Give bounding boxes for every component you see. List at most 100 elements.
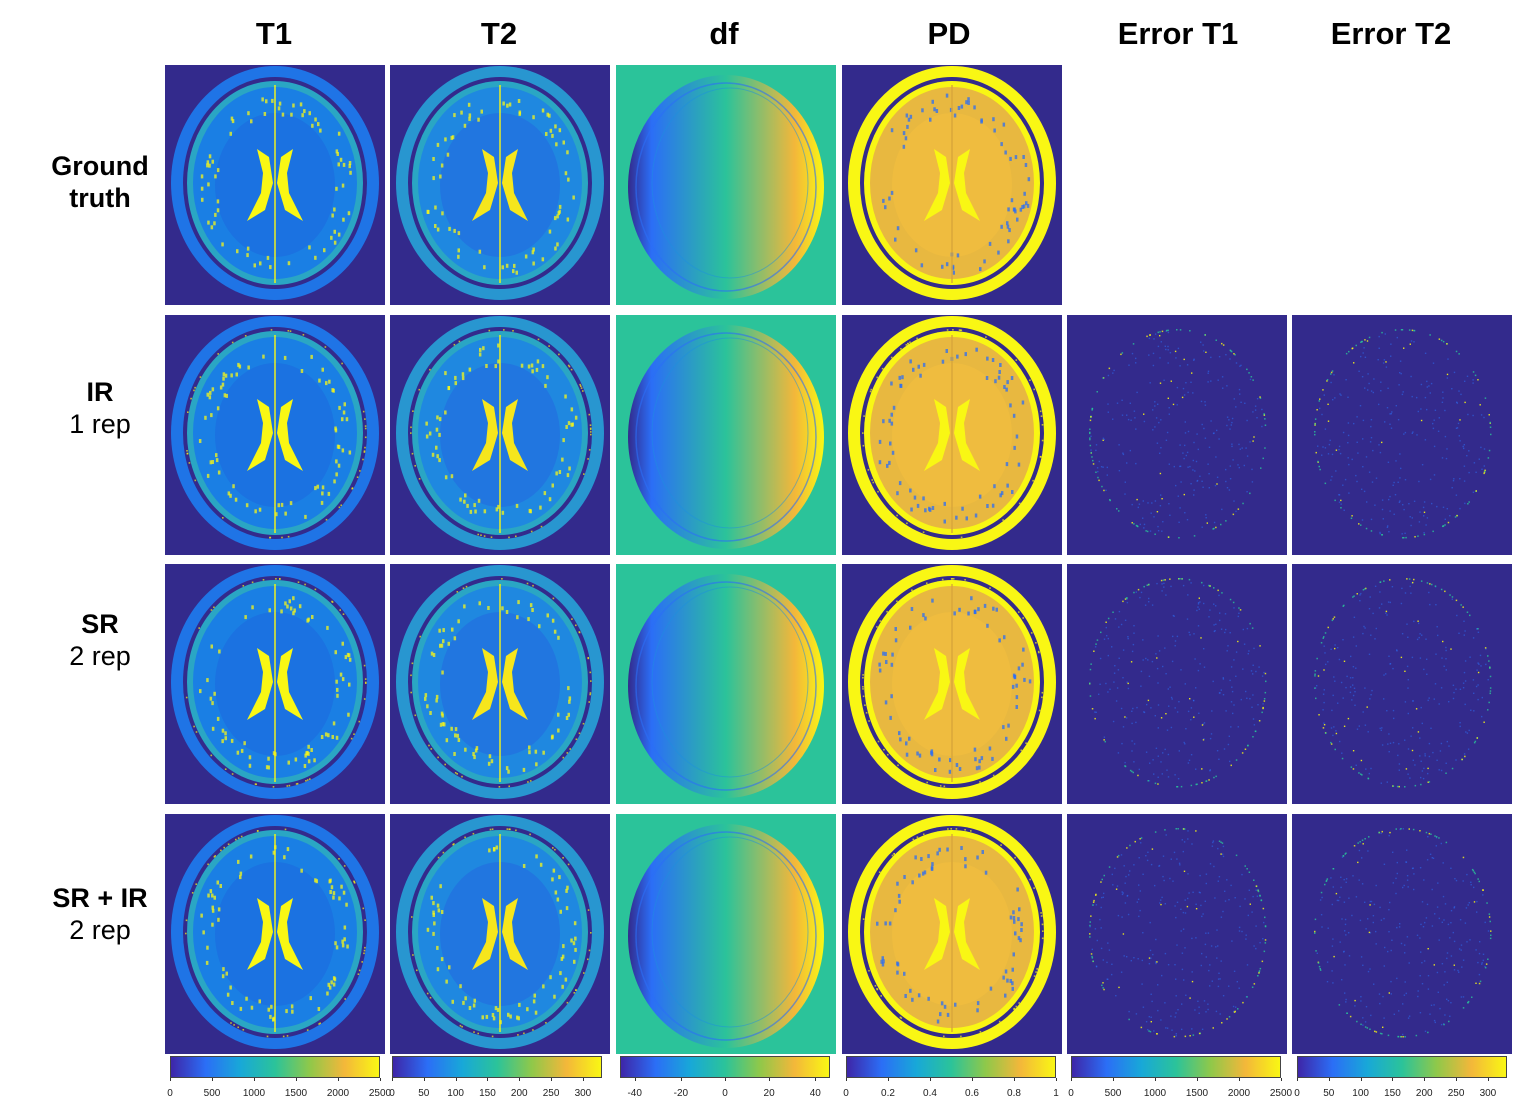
colorbar-tick [815,1078,817,1081]
colorbar-tick [680,1078,682,1081]
panel-srir-error-t2 [1292,814,1512,1054]
panel-ground-truth-df [616,65,836,305]
colorbar-t1 [170,1056,381,1082]
colorbar-tick [846,1078,847,1081]
colorbar-tick [1155,1078,1156,1081]
colorbar-tick-label: 20 [763,1088,775,1099]
panel-ir-t1 [165,315,385,555]
panel-ir-df [616,315,836,555]
col-header-error-t2: Error T2 [1330,16,1452,51]
row-label-sr-method: SR [81,609,119,639]
colorbar-tick-label: 2000 [326,1088,350,1099]
panel-srir-pd [842,814,1062,1054]
colorbar-tick [725,1078,726,1081]
colorbar-tick-label: 2500 [1269,1088,1293,1099]
colorbar-tick [1297,1078,1298,1081]
col-header-df: df [709,16,739,51]
panel-ir-pd [842,315,1062,555]
colorbar-tick-label: 0 [167,1088,173,1099]
colorbar-tick [487,1078,489,1081]
colorbar-tick [1239,1078,1240,1081]
colorbar-tick [1487,1078,1489,1081]
row-label-ground-truth-text: Ground truth [51,151,149,213]
panel-ir-t2 [390,315,610,555]
panel-sr-pd [842,564,1062,804]
colorbar-df [620,1056,830,1082]
colorbar-tick [1113,1078,1114,1081]
colorbar-t2 [392,1056,602,1082]
colorbar-tick [930,1078,931,1081]
colorbar-tick-label: 0 [722,1088,728,1099]
colorbar-tick-label: 1000 [1143,1088,1167,1099]
colorbar-tick-label: 1 [1053,1088,1059,1099]
colorbar-tick-label: 300 [574,1088,592,1099]
colorbar-tick-label: 100 [447,1088,464,1099]
colorbar-tick-label: 2000 [1227,1088,1251,1099]
colorbar-error-t2 [1297,1056,1507,1082]
colorbar-tick-label: 1500 [1185,1088,1209,1099]
panel-ir-error-t1 [1067,315,1287,555]
colorbar-gradient [1297,1056,1507,1078]
colorbar-tick [972,1078,973,1081]
colorbar-tick-label: 50 [418,1088,430,1099]
colorbar-tick [1456,1078,1458,1081]
colorbar-tick [769,1078,771,1081]
colorbar-tick-label: 0.8 [1007,1088,1021,1099]
colorbar-tick [212,1078,213,1081]
panel-sr-t1 [165,564,385,804]
colorbar-tick [1392,1078,1394,1081]
colorbar-gradient [620,1056,830,1078]
colorbar-pd [846,1056,1057,1082]
panel-sr-error-t1 [1067,564,1287,804]
row-label-ir-reps: 1 rep [69,409,131,439]
colorbar-tick-label: 40 [809,1088,821,1099]
row-label-ir: IR 1 rep [18,376,182,440]
colorbar-tick-label: 50 [1323,1088,1335,1099]
col-header-t1: T1 [255,16,293,51]
colorbar-tick [380,1078,381,1081]
colorbar-tick-label: 0 [1068,1088,1074,1099]
colorbar-gradient [392,1056,602,1078]
colorbar-tick [296,1078,297,1081]
panel-sr-df [616,564,836,804]
colorbar-tick-label: 0 [389,1088,395,1099]
panel-srir-t2 [390,814,610,1054]
row-label-ground-truth: Ground truth [18,150,182,214]
colorbar-tick-label: 250 [542,1088,560,1099]
colorbar-gradient [170,1056,380,1078]
colorbar-tick [170,1078,171,1081]
col-header-t2: T2 [480,16,518,51]
panel-srir-error-t1 [1067,814,1287,1054]
panel-ground-truth-pd [842,65,1062,305]
colorbar-tick-label: 150 [479,1088,496,1099]
colorbar-tick-label: 500 [1104,1088,1122,1099]
panel-ground-truth-t2 [390,65,610,305]
colorbar-tick-label: 1500 [284,1088,308,1099]
colorbar-tick-label: 0 [843,1088,849,1099]
row-label-sr: SR 2 rep [18,608,182,672]
colorbar-tick [1424,1078,1426,1081]
colorbar-tick [423,1078,425,1081]
colorbar-tick [634,1078,636,1081]
row-label-sr-reps: 2 rep [69,641,131,671]
panel-ir-error-t2 [1292,315,1512,555]
colorbar-tick-label: 500 [203,1088,221,1099]
colorbar-tick-label: 0 [1294,1088,1300,1099]
colorbar-tick-label: 0.6 [965,1088,979,1099]
colorbar-tick [455,1078,457,1081]
col-header-pd: PD [927,16,971,51]
colorbar-tick-label: 1000 [242,1088,266,1099]
row-label-srir: SR + IR 2 rep [18,882,182,946]
colorbar-tick-label: 0.2 [881,1088,895,1099]
colorbar-tick-label: 300 [1479,1088,1497,1099]
colorbar-tick [1056,1078,1057,1081]
colorbar-tick [1328,1078,1330,1081]
colorbar-tick-label: -20 [673,1088,689,1099]
col-header-error-t1: Error T1 [1117,16,1239,51]
colorbar-tick [1281,1078,1282,1081]
colorbar-tick-label: 150 [1384,1088,1401,1099]
colorbar-tick [519,1078,521,1081]
colorbar-tick-label: 200 [1415,1088,1433,1099]
panel-sr-t2 [390,564,610,804]
colorbar-tick [1071,1078,1072,1081]
